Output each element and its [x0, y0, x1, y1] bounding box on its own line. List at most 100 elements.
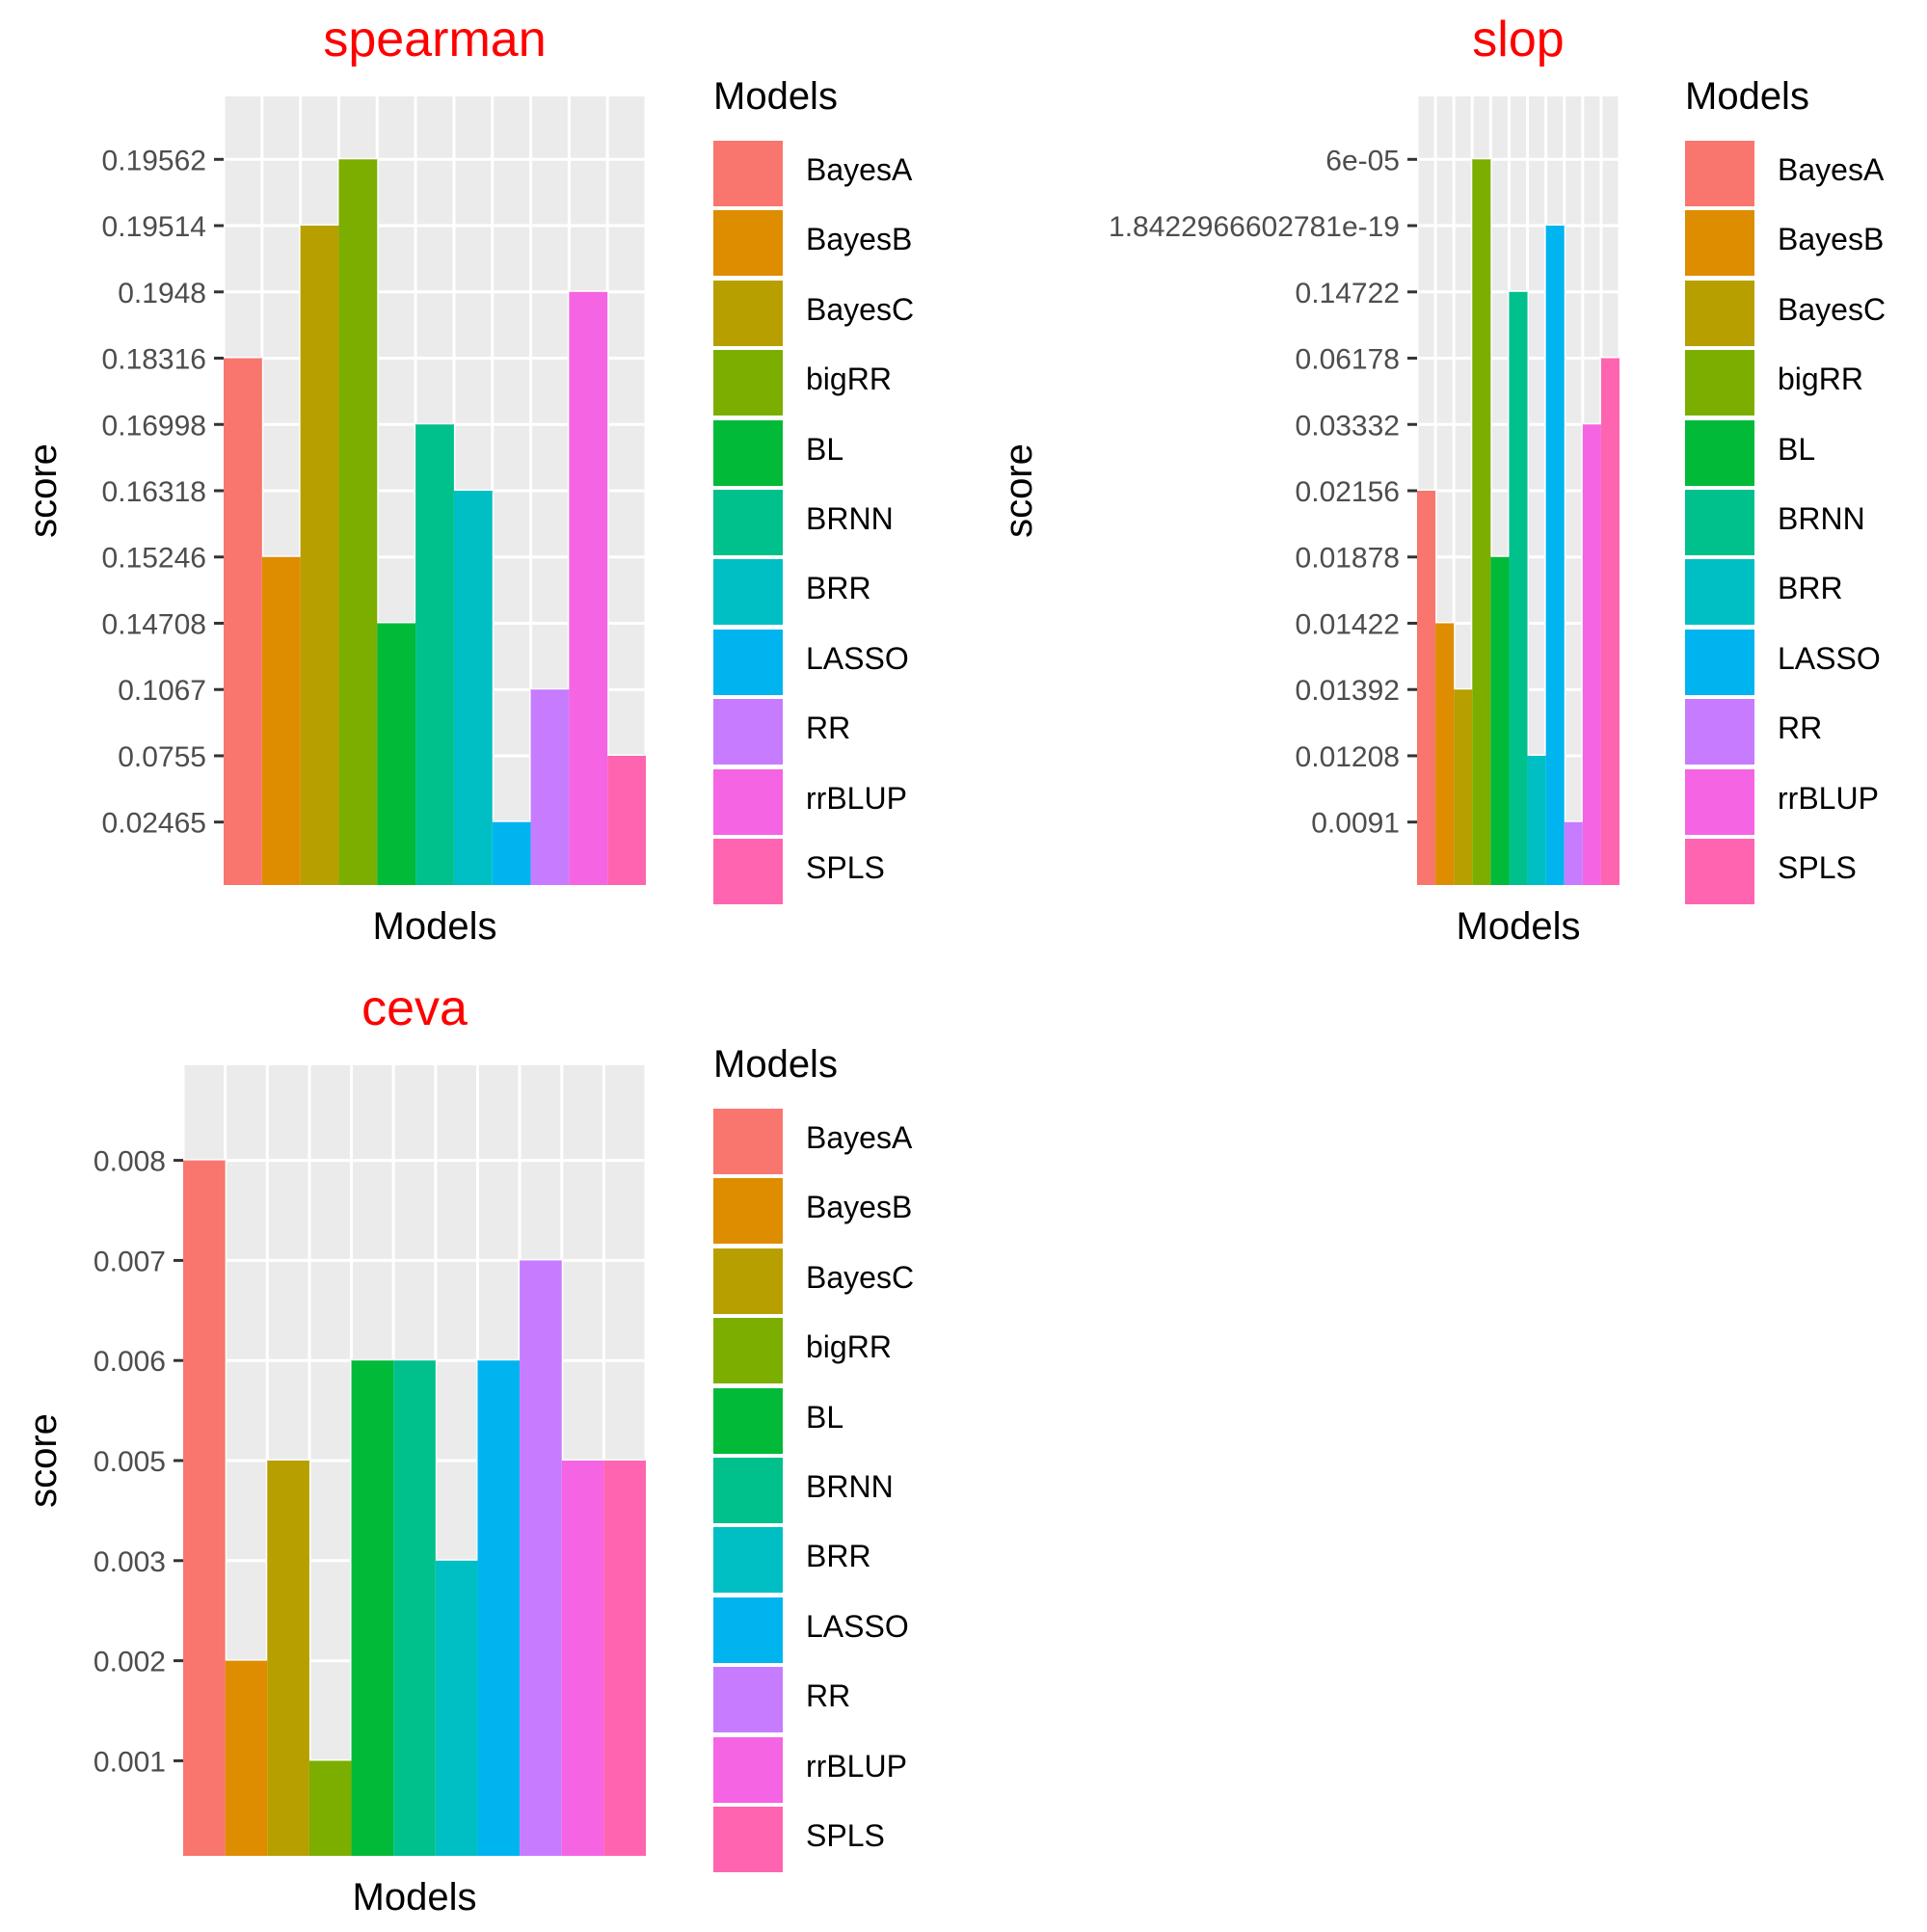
y-tick-label: 6e-05 — [1325, 145, 1400, 176]
legend-label: BayesA — [1778, 152, 1885, 187]
legend-label: BL — [806, 431, 844, 467]
legend-swatch — [1685, 629, 1754, 695]
legend-swatch — [1685, 559, 1754, 626]
chart-panel-slop: 0.0091 0.01208 0.01392 0.01422 0.01878 0.0215… — [964, 0, 1927, 964]
legend-title: Models — [713, 1043, 838, 1086]
y-tick-label: 0.006 — [94, 1346, 166, 1378]
y-tick-label: 0.1067 — [118, 675, 206, 707]
y-tick-label: 0.14708 — [102, 608, 206, 640]
chart-panel-spearman: 0.02465 0.0755 0.1067 0.14708 0.15246 0.16318… — [0, 0, 964, 964]
legend-label: BayesA — [806, 152, 913, 187]
y-tick-label: 0.007 — [94, 1246, 166, 1277]
legend-label: BL — [806, 1399, 844, 1435]
legend-label: LASSO — [806, 1608, 909, 1644]
bar-BayesB — [261, 556, 301, 885]
chart-svg-ceva: 0.001 0.002 0.003 0.005 0.006 0.007 0.008 ceva M… — [22, 980, 648, 1919]
y-tick-label: 0.005 — [94, 1446, 166, 1478]
legend-swatch — [713, 629, 783, 695]
legend-label: BRNN — [1778, 501, 1865, 536]
legend-label: SPLS — [806, 1818, 885, 1853]
y-tick-label: 0.18316 — [102, 344, 206, 376]
legend-label: LASSO — [1778, 640, 1881, 676]
y-tick-label: 0.02156 — [1296, 476, 1400, 508]
bar-BayesC — [267, 1461, 309, 1856]
legend-swatch — [1685, 419, 1754, 486]
bar-BRNN — [1509, 291, 1528, 886]
bar-BayesA — [224, 358, 262, 885]
bar-RR — [1564, 821, 1583, 885]
bar-BRR — [453, 491, 493, 885]
legend-swatch — [713, 699, 783, 765]
legend-label: LASSO — [806, 640, 909, 676]
legend-label: BRR — [806, 571, 871, 606]
legend-swatch — [713, 1458, 783, 1523]
chart-panel-ceva: 0.001 0.002 0.003 0.005 0.006 0.007 0.008 ceva M… — [0, 964, 964, 1927]
y-tick-label: 0.008 — [94, 1146, 166, 1178]
legend-swatch — [713, 768, 783, 835]
x-axis-label: Models — [353, 1876, 477, 1919]
bar-bigRR — [338, 159, 378, 886]
legend-swatch — [713, 1597, 783, 1663]
chart-title: slop — [1472, 12, 1564, 67]
y-tick-label: 0.001 — [94, 1746, 166, 1778]
legend-swatch — [713, 1736, 783, 1803]
legend-label: RR — [806, 1678, 851, 1714]
legend-label: bigRR — [1778, 362, 1863, 397]
bar-BayesB — [1435, 623, 1455, 885]
y-tick-label: 0.003 — [94, 1546, 166, 1578]
bar-BayesC — [300, 226, 339, 886]
y-tick-label: 0.01878 — [1296, 543, 1400, 575]
bar-BayesA — [1417, 491, 1436, 885]
bar-BL — [377, 623, 416, 885]
legend-swatch — [713, 141, 783, 206]
legend-label: rrBLUP — [806, 780, 907, 816]
legend-label: bigRR — [806, 1329, 892, 1365]
bar-LASSO — [477, 1360, 521, 1856]
legend-swatch — [713, 350, 783, 416]
y-tick-label: 0.16318 — [102, 476, 206, 508]
legend-swatch — [1685, 839, 1754, 904]
legend-swatch — [713, 1387, 783, 1454]
bar-BL — [1490, 556, 1510, 885]
legend-label: RR — [806, 711, 851, 746]
y-tick-label: 0.01422 — [1296, 608, 1400, 640]
y-tick-label: 0.02465 — [102, 808, 206, 840]
legend-label: BRNN — [806, 1469, 894, 1504]
bar-LASSO — [492, 821, 531, 885]
y-tick-label: 0.01208 — [1296, 741, 1400, 773]
legend-label: BL — [1778, 431, 1816, 467]
bar-RR — [520, 1260, 562, 1856]
legend-label: BRNN — [806, 501, 894, 536]
legend-swatch — [713, 1248, 783, 1314]
y-tick-label: 0.1948 — [118, 278, 206, 309]
legend-swatch — [713, 1178, 783, 1245]
y-tick-label: 1.8422966602781e-19 — [1109, 211, 1400, 243]
bar-BRNN — [415, 424, 454, 885]
legend-swatch — [713, 419, 783, 486]
legend-swatch — [713, 1527, 783, 1594]
chart-svg-spearman: 0.02465 0.0755 0.1067 0.14708 0.15246 0.16318… — [22, 12, 648, 948]
legend-label: BayesB — [806, 1190, 913, 1225]
legend-label: BayesC — [1778, 291, 1887, 327]
legend-label: BayesC — [806, 291, 915, 327]
legend-swatch — [713, 839, 783, 904]
bar-SPLS — [1600, 358, 1619, 885]
y-tick-label: 0.06178 — [1296, 344, 1400, 376]
bar-SPLS — [603, 1461, 646, 1856]
bar-bigRR — [308, 1760, 352, 1856]
legend-swatch — [1685, 490, 1754, 555]
bar-BayesB — [225, 1660, 268, 1856]
legend-swatch — [713, 210, 783, 277]
legend-label: SPLS — [806, 850, 885, 885]
legend-swatch — [713, 559, 783, 626]
bar-BL — [351, 1360, 394, 1856]
bar-RR — [530, 689, 570, 885]
y-tick-label: 0.03332 — [1296, 410, 1400, 442]
legend-swatch — [713, 280, 783, 346]
x-axis-label: Models — [1457, 905, 1581, 948]
y-tick-label: 0.19514 — [102, 211, 206, 243]
legend-label: BRR — [806, 1539, 871, 1574]
legend-swatch — [713, 1807, 783, 1872]
legend-swatch — [1685, 350, 1754, 416]
legend-label: BayesA — [806, 1120, 913, 1155]
